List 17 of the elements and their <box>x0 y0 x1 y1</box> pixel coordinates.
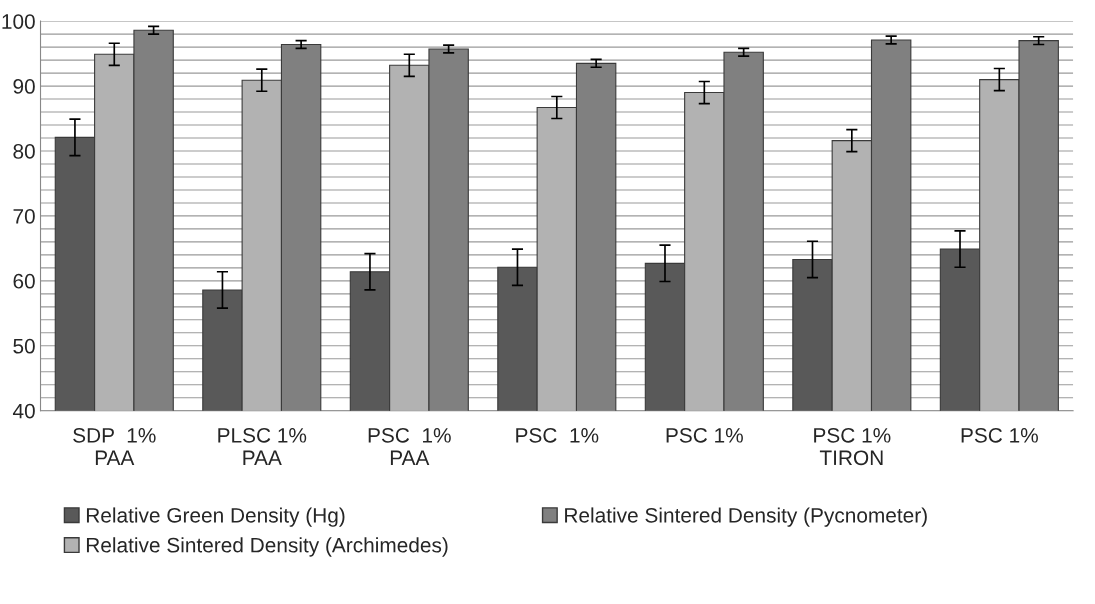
x-tick-label: PSC 1% <box>666 427 743 443</box>
y-tick-label: 90 <box>13 79 35 94</box>
legend-label: Relative Green Density (Hg) <box>86 507 345 527</box>
x-tick-label: PSC 1% <box>961 427 1038 443</box>
legend-label: Relative Sintered Density (Archimedes) <box>86 537 448 557</box>
x-tick-label: PLSC 1% PAA <box>218 427 307 465</box>
y-tick-label: 50 <box>13 338 35 354</box>
x-tick-label: PSC 1% <box>516 427 599 443</box>
y-tick-label: 60 <box>13 273 35 289</box>
y-tick-label: 40 <box>12 403 35 419</box>
x-tick-label: PSC 1% PAA <box>368 427 451 465</box>
y-tick-label: 70 <box>13 208 35 224</box>
legend-label: Relative Sintered Density (Pycnometer) <box>565 507 927 527</box>
x-tick-label: PSC 1% TIRON <box>814 427 891 466</box>
y-tick-label: 100 <box>2 14 35 29</box>
y-tick-label: 80 <box>13 144 35 159</box>
x-tick-label: SDP 1% PAA <box>73 427 156 465</box>
